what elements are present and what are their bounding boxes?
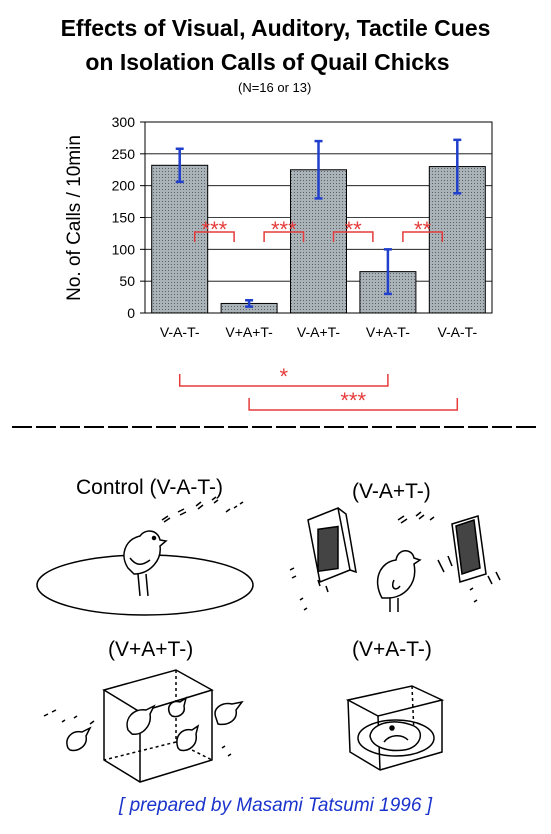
- y-axis-label: No. of Calls / 10min: [64, 135, 85, 301]
- label-visual-auditory: (V+A+T-): [108, 638, 194, 661]
- significance-bracket: [402, 231, 444, 242]
- y-tick-label: 150: [112, 210, 136, 226]
- illustration-visual-auditory: [43, 669, 244, 783]
- x-tick-label: V-A+T-: [297, 324, 341, 340]
- illustration-control: [36, 496, 254, 616]
- significance-label: *: [280, 364, 289, 389]
- chart-subtitle: (N=16 or 13): [238, 80, 312, 95]
- significance-bracket: [332, 231, 374, 242]
- significance-label: **: [414, 217, 432, 242]
- y-tick-label: 200: [112, 178, 136, 194]
- x-tick-label: V-A-T-: [160, 324, 200, 340]
- bar: [151, 164, 209, 314]
- significance-bracket: [193, 231, 235, 242]
- chart-title-line1: Effects of Visual, Auditory, Tactile Cue…: [60, 15, 491, 41]
- significance-label: **: [345, 217, 363, 242]
- x-tick-label: V+A-T-: [366, 324, 410, 340]
- significance-label: ***: [340, 388, 366, 413]
- label-control: Control (V-A-T-): [76, 476, 224, 499]
- significance-bracket: [263, 231, 305, 242]
- y-tick-label: 250: [112, 146, 136, 162]
- significance-label: ***: [271, 217, 297, 242]
- chart-title-line2: on Isolation Calls of Quail Chicks: [85, 49, 450, 75]
- x-tick-label: V+A+T-: [225, 324, 273, 340]
- illustration-visual: [345, 685, 445, 771]
- credit-text: [ prepared by Masami Tatsumi 1996 ]: [119, 795, 432, 816]
- significance-label: ***: [202, 217, 228, 242]
- illustration-tactile: [289, 506, 501, 612]
- y-tick-label: 0: [127, 305, 135, 321]
- label-tactile: (V-A+T-): [352, 480, 431, 503]
- plot-area: 0 50 100 150 200 250 300 V-A-T- V+A+T- V-A+T- V+A-…: [112, 114, 493, 413]
- label-visual: (V+A-T-): [352, 638, 432, 661]
- significance-bracket: [248, 398, 459, 411]
- y-tick-label: 300: [112, 114, 136, 130]
- significance-bracket: [178, 374, 389, 387]
- y-tick-label: 100: [112, 241, 136, 257]
- x-tick-label: V-A-T-: [437, 324, 477, 340]
- y-tick-label: 50: [119, 273, 135, 289]
